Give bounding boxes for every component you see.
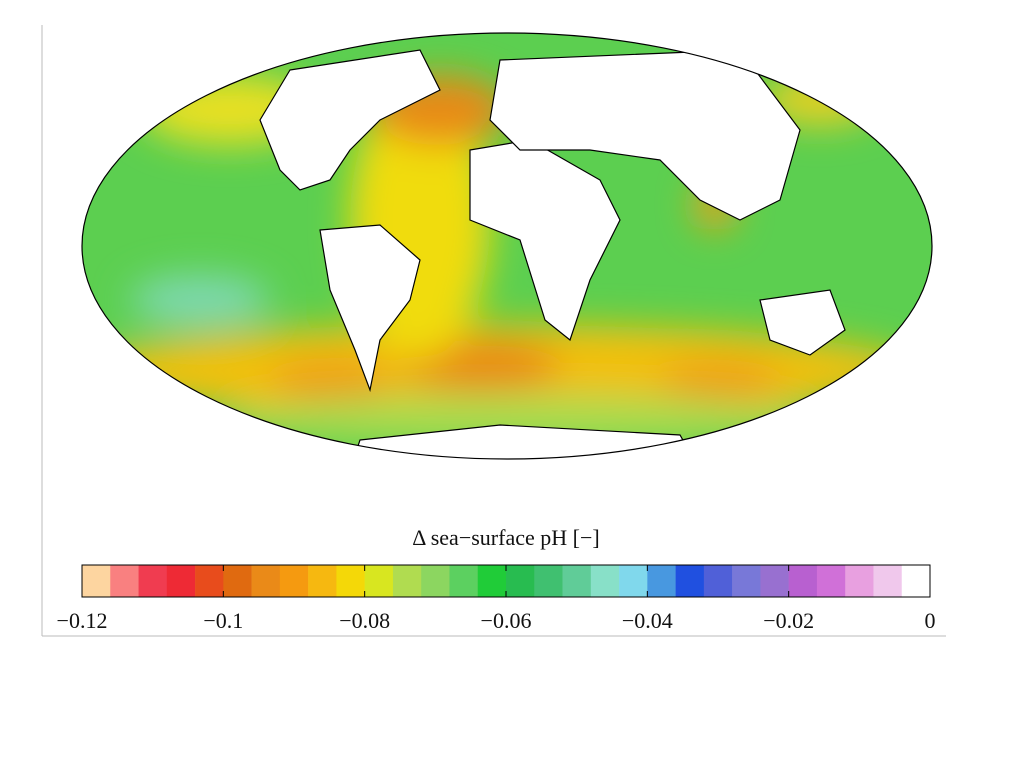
color-bin — [392, 565, 422, 597]
color-bin — [619, 565, 648, 597]
color-bin — [223, 565, 252, 597]
tick-label: −0.12 — [57, 608, 108, 633]
color-bin — [166, 565, 196, 597]
color-bin — [732, 565, 761, 597]
color-bin — [251, 565, 281, 597]
color-bin — [506, 565, 535, 597]
color-bin — [816, 565, 846, 597]
color-bin — [901, 565, 931, 597]
tick-label: −0.1 — [203, 608, 243, 633]
color-bin — [449, 565, 479, 597]
map-outline — [81, 32, 933, 460]
tick-label: −0.06 — [481, 608, 532, 633]
color-bin — [873, 565, 903, 597]
color-bin — [534, 565, 563, 597]
color-bin — [138, 565, 168, 597]
color-bin — [845, 565, 874, 597]
colorbar-title: Δ sea−surface pH [−] — [412, 525, 599, 550]
color-bin — [308, 565, 337, 597]
color-bin — [647, 565, 676, 597]
ocean-map — [82, 33, 932, 459]
color-bin — [675, 565, 705, 597]
color-bin — [82, 565, 111, 597]
color-bin — [110, 565, 139, 597]
color-bin — [760, 565, 789, 597]
color-bin — [421, 565, 450, 597]
color-bin — [279, 565, 309, 597]
color-bin — [703, 565, 733, 597]
tick-label: −0.08 — [339, 608, 390, 633]
color-bin — [590, 565, 620, 597]
color-bin — [788, 565, 818, 597]
color-bin — [364, 565, 394, 597]
tick-label: −0.02 — [763, 608, 814, 633]
color-bin — [195, 565, 224, 597]
color-bin — [477, 565, 507, 597]
color-bin — [336, 565, 365, 597]
color-bin — [562, 565, 592, 597]
tick-label: −0.04 — [622, 608, 673, 633]
tick-label: 0 — [925, 608, 936, 633]
